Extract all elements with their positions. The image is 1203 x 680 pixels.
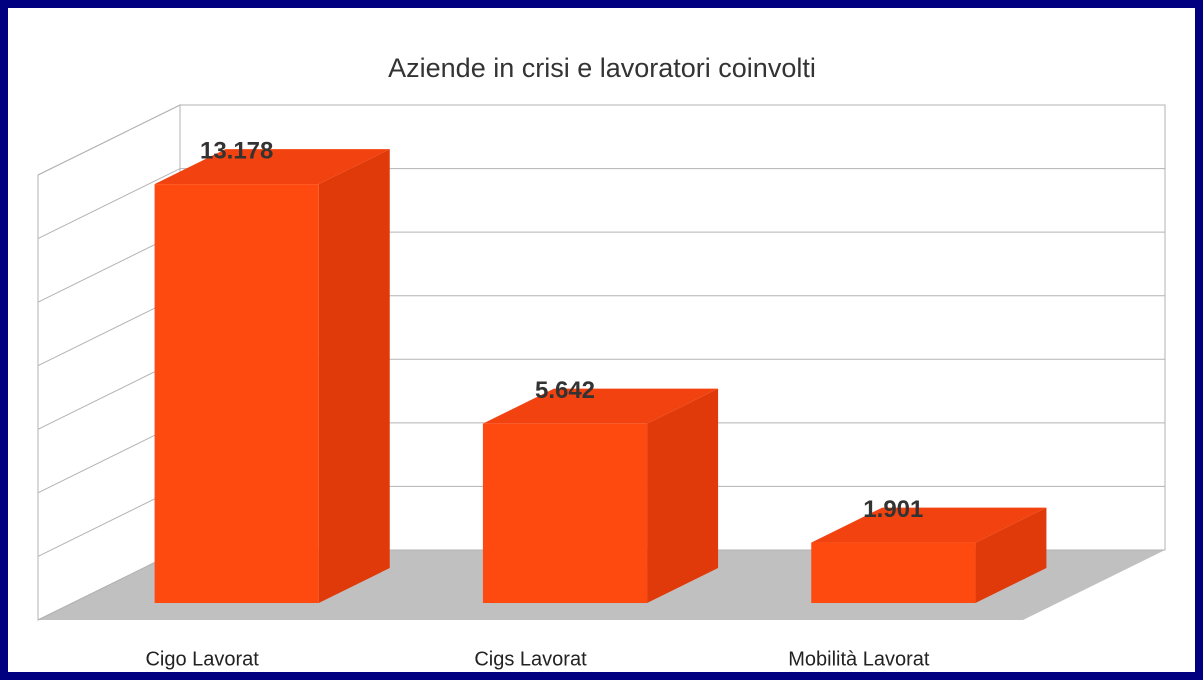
bar-top [154, 149, 390, 185]
grid-line [37, 168, 1165, 240]
x-tick-label: Mobilità Lavorat [788, 648, 930, 670]
data-label: 13.178 [200, 137, 273, 164]
data-label: 5.642 [535, 377, 595, 404]
x-tick-label: Cigs Lavorat [474, 648, 587, 670]
bar-side [975, 507, 1047, 603]
grid-line [37, 104, 1165, 176]
bar-top [811, 507, 1047, 543]
bar [482, 423, 648, 603]
bar [811, 542, 976, 603]
bar-top [482, 388, 719, 424]
data-label: 1.901 [863, 496, 923, 523]
x-tick-label: Cigo Lavorat [145, 648, 259, 670]
bar-side [318, 149, 390, 603]
bar [154, 184, 319, 603]
chart-title: Aziende in crisi e lavoratori coinvolti [388, 53, 816, 83]
bar-side [647, 388, 719, 603]
